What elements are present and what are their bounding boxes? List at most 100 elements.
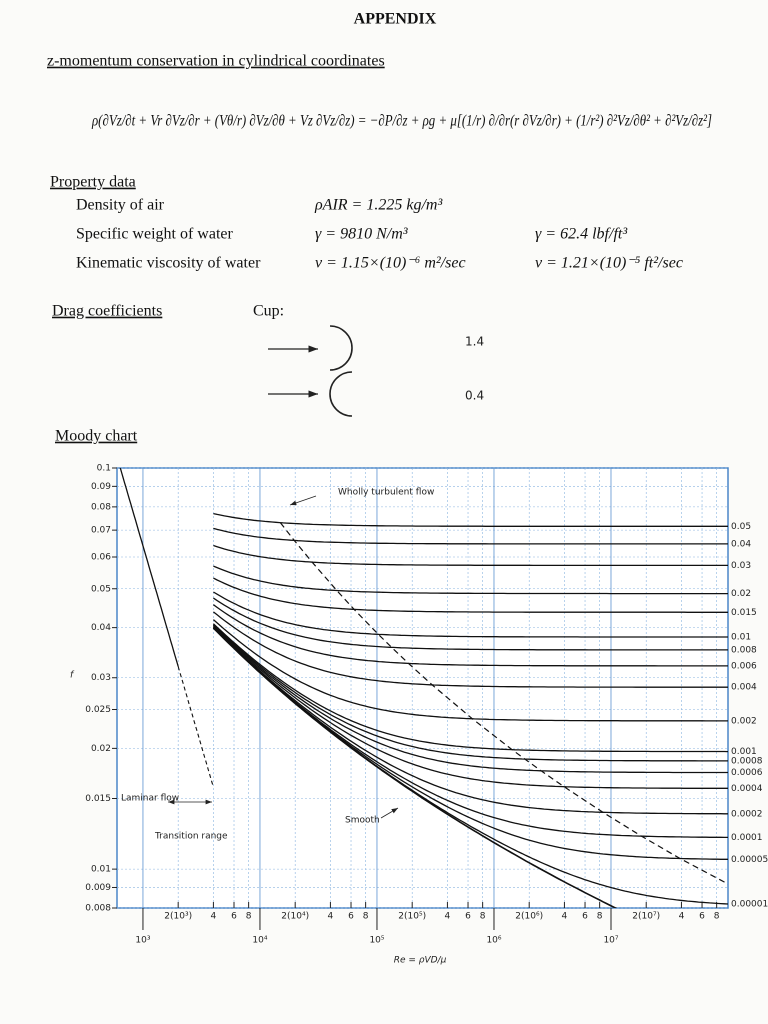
x-tick-label: 8 — [597, 912, 603, 922]
x-tick-label: 8 — [363, 912, 369, 922]
drag-value: 0.4 — [465, 389, 484, 403]
chart-title: Moody chart — [55, 428, 138, 445]
y-tick-label: 0.008 — [85, 904, 111, 914]
roughness-curve — [212, 619, 728, 722]
x-tick-label: 2(10⁶) — [515, 912, 543, 922]
roughness-label: 0.02 — [731, 589, 751, 599]
x-tick-label: 6 — [582, 912, 588, 922]
roughness-label: 0.03 — [731, 561, 751, 571]
annotation: Laminar flow — [121, 794, 179, 804]
laminar-line — [119, 468, 179, 667]
x-tick-label: 4 — [562, 912, 568, 922]
annotation: Transition range — [154, 832, 228, 842]
x-tick-label: 6 — [699, 912, 705, 922]
roughness-label: 0.04 — [731, 539, 751, 549]
x-tick-label: 4 — [679, 912, 685, 922]
section-title: z-momentum conservation in cylindrical c… — [47, 53, 385, 70]
roughness-curve — [213, 604, 728, 667]
y-tick-label: 0.025 — [85, 705, 111, 715]
x-tick-label: 6 — [465, 912, 471, 922]
roughness-curve — [213, 591, 728, 638]
annotation: Wholly turbulent flow — [338, 488, 434, 498]
x-tick-label: 4 — [328, 912, 334, 922]
roughness-curve — [213, 527, 728, 545]
x-tick-label: 10³ — [135, 936, 150, 946]
y-axis-label: f — [70, 671, 75, 681]
roughness-curve — [212, 611, 728, 688]
property-si: ρAIR = 1.225 kg/m³ — [314, 197, 442, 214]
x-tick-label: 4 — [445, 912, 451, 922]
roughness-curve — [212, 623, 728, 753]
drag-title: Drag coefficients — [52, 303, 162, 320]
x-tick-label: 10⁶ — [486, 936, 501, 946]
roughness-label: 0.05 — [731, 522, 751, 532]
roughness-curve — [212, 625, 728, 789]
roughness-label: 0.008 — [731, 645, 757, 655]
x-tick-label: 6 — [348, 912, 354, 922]
roughness-curve — [213, 544, 728, 567]
roughness-curve — [213, 597, 728, 651]
y-tick-label: 0.05 — [91, 584, 111, 594]
roughness-curve — [213, 565, 728, 595]
x-tick-label: 10⁷ — [603, 936, 618, 946]
y-tick-label: 0.009 — [85, 883, 111, 893]
y-tick-label: 0.1 — [97, 464, 111, 474]
x-tick-label: 8 — [714, 912, 720, 922]
property-label: Specific weight of water — [76, 226, 234, 243]
x-tick-label: 8 — [480, 912, 486, 922]
property-english: γ = 62.4 lbf/ft³ — [535, 226, 627, 243]
y-tick-label: 0.02 — [91, 744, 111, 754]
roughness-curve — [212, 627, 728, 905]
y-tick-label: 0.09 — [91, 482, 111, 492]
roughness-curve — [213, 512, 728, 527]
annotation-arrow — [289, 495, 317, 506]
roughness-curve — [212, 626, 728, 815]
curves — [119, 468, 728, 908]
plot-area — [116, 467, 729, 909]
roughness-curve — [212, 624, 728, 774]
y-tick-label: 0.04 — [91, 623, 111, 633]
x-tick-label: 10⁴ — [252, 936, 267, 946]
roughness-label: 0.0006 — [731, 768, 763, 778]
property-english: ν = 1.21×(10)⁻⁵ ft²/sec — [535, 255, 683, 272]
roughness-label: 0.0008 — [731, 756, 763, 766]
roughness-label: 0.006 — [731, 661, 757, 671]
x-tick-label: 2(10³) — [164, 912, 192, 922]
roughness-label: 0.0004 — [731, 784, 763, 794]
annotation: Smooth — [345, 816, 380, 826]
y-tick-label: 0.015 — [85, 794, 111, 804]
x-tick-label: 2(10⁵) — [398, 912, 426, 922]
y-tick-label: 0.08 — [91, 502, 111, 512]
cup-shape — [329, 325, 353, 371]
page-title: APPENDIX — [354, 11, 437, 28]
roughness-label: 0.00001 — [731, 899, 768, 909]
x-tick-label: 2(10⁴) — [281, 912, 309, 922]
property-si: ν = 1.15×(10)⁻⁶ m²/sec — [315, 255, 466, 272]
turbulent-boundary — [279, 522, 728, 885]
roughness-label: 0.004 — [731, 683, 757, 693]
drag-value: 1.4 — [465, 335, 484, 349]
x-tick-label: 6 — [231, 912, 237, 922]
x-tick-label: 2(10⁷) — [632, 912, 660, 922]
roughness-label: 0.015 — [731, 608, 757, 618]
drag-object: Cup: — [253, 303, 284, 320]
equation: ρ(∂Vz/∂t + Vr ∂Vz/∂r + (Vθ/r) ∂Vz/∂θ + V… — [91, 113, 712, 130]
roughness-label: 0.00005 — [731, 855, 768, 865]
property-label: Kinematic viscosity of water — [76, 255, 261, 272]
property-label: Density of air — [76, 197, 165, 214]
roughness-label: 0.0001 — [731, 833, 763, 843]
roughness-curve — [213, 577, 728, 613]
x-tick-label: 4 — [211, 912, 217, 922]
x-tick-label: 10⁵ — [369, 936, 384, 946]
roughness-label: 0.0002 — [731, 809, 763, 819]
roughness-curve — [212, 624, 728, 762]
x-axis-label: Re = ρVD/μ — [394, 956, 447, 966]
y-tick-label: 0.07 — [91, 526, 111, 536]
x-tick-label: 8 — [246, 912, 252, 922]
roughness-label: 0.002 — [731, 716, 757, 726]
property-si: γ = 9810 N/m³ — [315, 226, 408, 243]
roughness-label: 0.001 — [731, 747, 757, 757]
y-tick-label: 0.03 — [91, 673, 111, 683]
